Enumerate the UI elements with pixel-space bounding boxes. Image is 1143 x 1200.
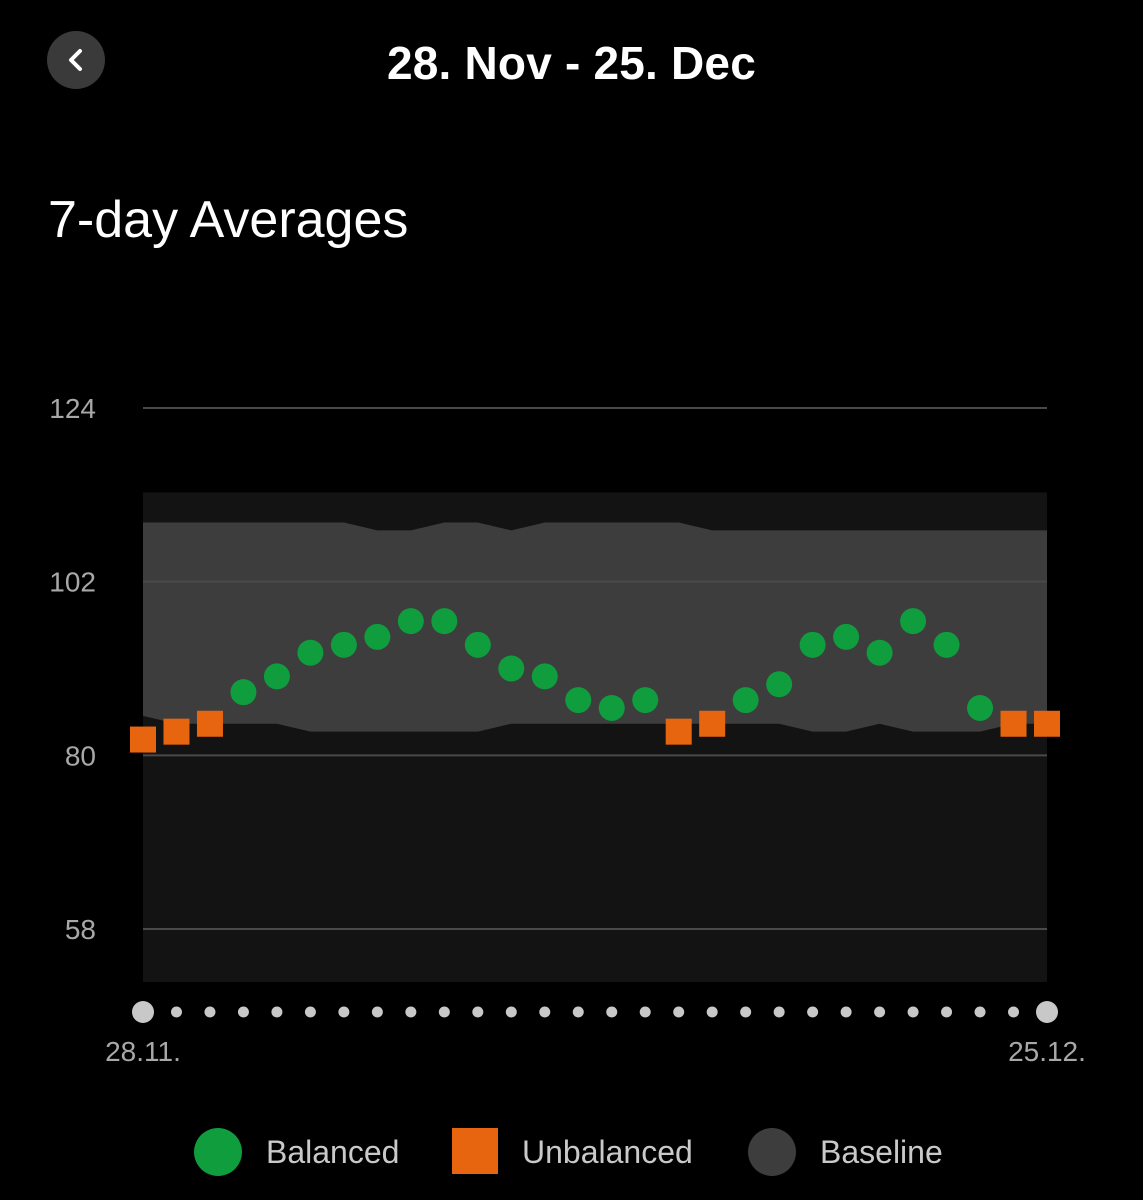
balanced-point — [364, 623, 391, 650]
legend-label-balanced: Balanced — [266, 1134, 400, 1170]
day-dot — [1036, 1001, 1058, 1023]
balanced-point — [833, 623, 860, 650]
x-start-label: 28.11. — [105, 1036, 181, 1067]
day-dot — [132, 1001, 154, 1023]
chevron-left-icon — [69, 49, 82, 71]
unbalanced-swatch — [452, 1128, 498, 1174]
day-dot — [304, 1006, 316, 1018]
baseline-swatch — [748, 1128, 796, 1176]
day-dot — [907, 1006, 919, 1018]
day-dot — [941, 1006, 953, 1018]
unbalanced-point — [699, 710, 726, 737]
day-dot — [840, 1006, 852, 1018]
legend-label-baseline: Baseline — [820, 1134, 943, 1170]
balanced-point — [799, 631, 826, 658]
hrv-chart: 124 102 80 58 28.11. 25.12. — [49, 393, 1086, 1067]
unbalanced-point — [163, 718, 190, 745]
balanced-point — [933, 631, 960, 658]
legend: Balanced Unbalanced Baseline — [0, 1124, 1143, 1184]
balanced-point — [598, 694, 625, 721]
unbalanced-point — [1034, 710, 1060, 737]
y-tick-label-102: 102 — [49, 567, 96, 598]
day-dot — [773, 1006, 785, 1018]
balanced-point — [330, 631, 357, 658]
day-dot — [740, 1006, 752, 1018]
unbalanced-point — [1000, 710, 1027, 737]
day-dot — [572, 1006, 584, 1018]
day-dot — [371, 1006, 383, 1018]
y-tick-label-58: 58 — [65, 914, 96, 945]
day-dot — [271, 1006, 283, 1018]
day-dot — [706, 1006, 718, 1018]
balanced-point — [230, 679, 257, 706]
day-dot — [639, 1006, 651, 1018]
day-dot — [237, 1006, 249, 1018]
day-dot — [438, 1006, 450, 1018]
day-dot — [874, 1006, 886, 1018]
day-dot — [170, 1006, 182, 1018]
section-title: 7-day Averages — [48, 191, 409, 249]
back-button[interactable] — [47, 31, 105, 89]
balanced-point — [464, 631, 491, 658]
day-dot — [472, 1006, 484, 1018]
balanced-point — [732, 687, 759, 714]
y-tick-label-80: 80 — [65, 740, 96, 771]
x-end-label: 25.12. — [1008, 1036, 1086, 1067]
balanced-point — [531, 663, 558, 690]
day-dot — [673, 1006, 685, 1018]
balanced-point — [866, 639, 893, 666]
y-tick-label-124: 124 — [49, 393, 96, 424]
unbalanced-point — [665, 718, 692, 745]
balanced-point — [766, 671, 793, 698]
balanced-point — [498, 655, 525, 682]
day-dot — [807, 1006, 819, 1018]
day-dot — [338, 1006, 350, 1018]
legend-label-unbalanced: Unbalanced — [522, 1134, 693, 1170]
day-dot — [405, 1006, 417, 1018]
balanced-point — [297, 639, 324, 666]
balanced-point — [967, 694, 994, 721]
day-dot — [1008, 1006, 1020, 1018]
day-dot — [974, 1006, 986, 1018]
day-dot — [539, 1006, 551, 1018]
header: 28. Nov - 25. Dec — [0, 0, 1143, 125]
day-dot — [204, 1006, 216, 1018]
balanced-point — [397, 608, 424, 635]
balanced-point — [565, 687, 592, 714]
balanced-swatch — [194, 1128, 242, 1176]
balanced-point — [900, 608, 927, 635]
balanced-point — [431, 608, 458, 635]
day-dot — [606, 1006, 618, 1018]
unbalanced-point — [130, 726, 156, 753]
day-dot — [505, 1006, 517, 1018]
balanced-point — [632, 687, 659, 714]
unbalanced-point — [196, 710, 223, 737]
baseline-band — [143, 522, 1047, 732]
page-title: 28. Nov - 25. Dec — [386, 37, 757, 89]
balanced-point — [263, 663, 290, 690]
